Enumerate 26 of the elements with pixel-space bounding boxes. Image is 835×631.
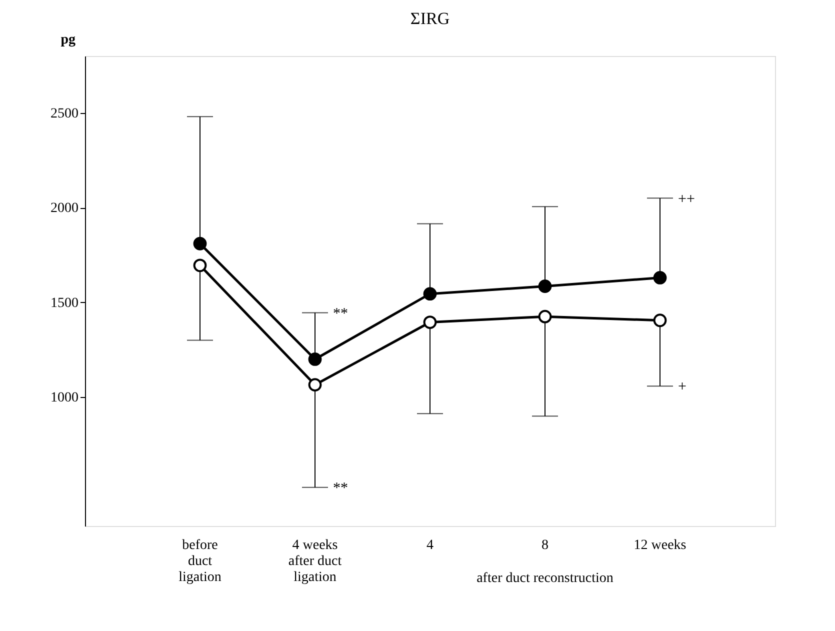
point	[538, 280, 552, 293]
x-tick-label: 4	[426, 538, 434, 553]
point	[308, 378, 322, 392]
point	[423, 287, 437, 301]
point	[653, 314, 667, 328]
y-tick-label: 1000	[50, 390, 78, 406]
y-tick-label: 2500	[50, 106, 78, 122]
y-tick-label: 2000	[50, 201, 78, 216]
annotation: **	[333, 306, 348, 322]
annotation: +	[678, 379, 686, 396]
chart-title: ΣIRG	[410, 9, 450, 28]
y-tick-label: 1500	[50, 296, 78, 311]
annotation: ++	[678, 192, 695, 208]
point	[423, 316, 437, 329]
x-tick-label: 12 weeks	[634, 538, 686, 553]
point	[308, 352, 322, 366]
point	[193, 258, 207, 272]
y-axis-title: pg	[60, 32, 76, 48]
x-tick-label: before duct ligation	[178, 538, 222, 585]
point	[653, 271, 667, 284]
x-tick-label: 4 weeks after duct ligation	[288, 538, 342, 585]
annotation: **	[333, 480, 348, 496]
point	[538, 310, 552, 324]
point	[193, 236, 207, 250]
text: after duct reconstruction	[476, 571, 614, 586]
x-tick-label: 8	[542, 538, 548, 553]
